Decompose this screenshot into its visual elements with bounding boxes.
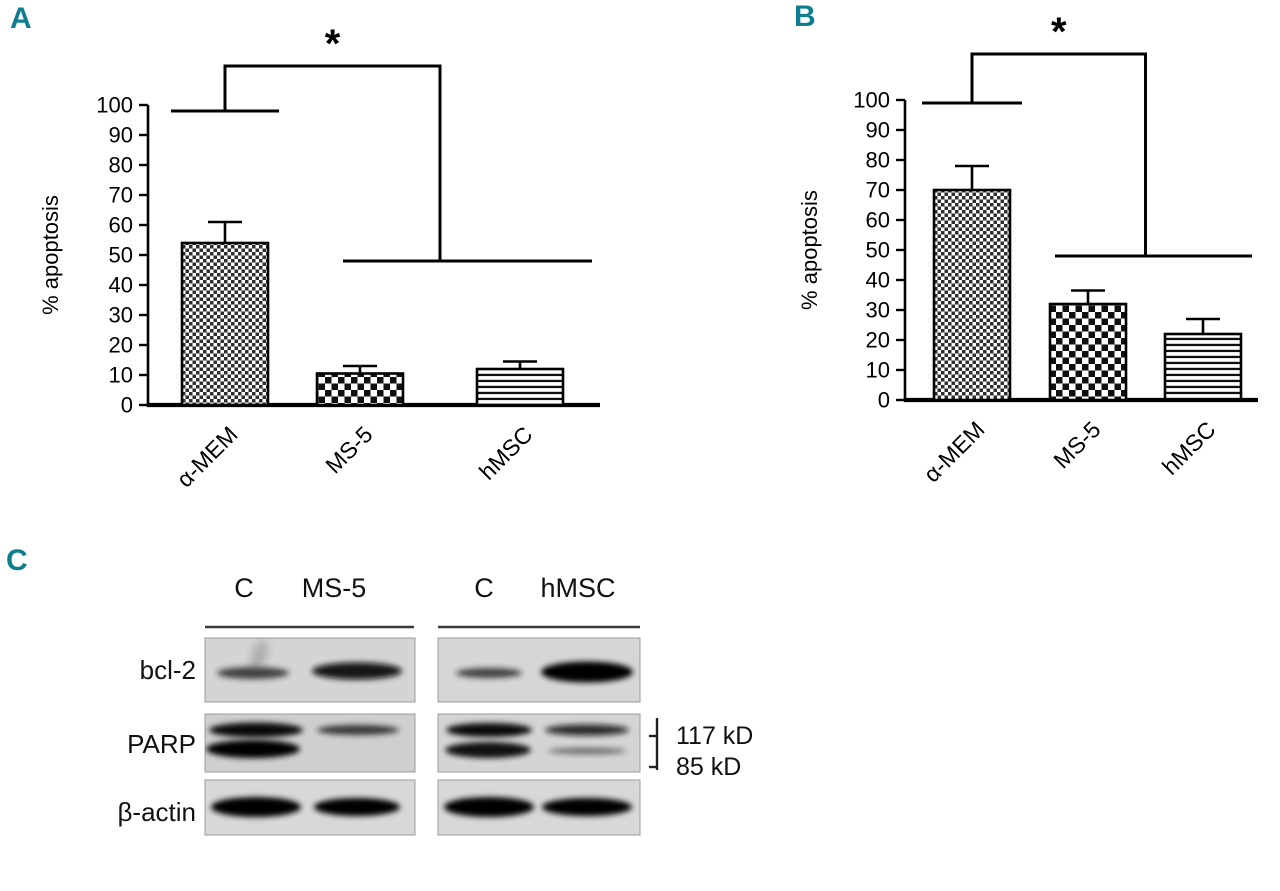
blot-band (211, 797, 301, 817)
lane-header-ms5: MS-5 (301, 573, 367, 603)
y-tick-label: 80 (866, 148, 890, 173)
blot-parp-group2-bands (445, 723, 629, 758)
panel-c-letter: C (6, 544, 28, 577)
bar-1 (1048, 302, 1128, 402)
y-tick-label: 40 (866, 268, 890, 293)
y-tick-label: 20 (109, 333, 133, 358)
panel-a-letter: A (10, 2, 32, 35)
bar-0 (180, 241, 270, 407)
bar-2 (1163, 332, 1243, 402)
blot-bcl2-group2-bands (456, 661, 633, 683)
blot-parp-group1-bands (206, 722, 399, 758)
bar-chart-panel-b: 0 10 20 30 40 50 60 70 80 90 100 % apoptosis α-MEM MS… (797, 10, 1258, 487)
size-marker-85: 85 kD (676, 753, 742, 781)
blot-bactin-group1-bands (211, 797, 400, 817)
blot-bactin-group2-bands (444, 797, 632, 817)
blot-band (445, 742, 531, 758)
blot-smear (250, 639, 268, 673)
blot-row-label-bcl2: bcl-2 (139, 655, 196, 685)
blot-band (446, 723, 532, 737)
size-marker-bracket (649, 718, 659, 770)
blot-band (206, 740, 300, 758)
bar-2 (475, 367, 565, 407)
western-blot-panel-c (204, 625, 659, 836)
bar-1 (315, 372, 405, 407)
y-tick-label: 60 (109, 213, 133, 238)
y-tick-label: 50 (866, 238, 890, 263)
y-tick-label: 10 (866, 358, 890, 383)
blot-band (542, 798, 632, 816)
blot-row-label-parp: PARP (127, 729, 196, 759)
blot-band (312, 662, 402, 680)
y-tick-label: 0 (878, 388, 890, 413)
blot-band (444, 797, 534, 817)
blot-band (317, 725, 399, 735)
bar-0 (932, 188, 1012, 402)
y-tick-label: 90 (866, 118, 890, 143)
y-axis-title: % apoptosis (797, 190, 822, 310)
y-axis-title: % apoptosis (38, 195, 63, 315)
blot-band (209, 722, 303, 738)
y-tick-label: 30 (866, 298, 890, 323)
x-category-label: α-MEM (918, 416, 989, 487)
x-category-label: hMSC (474, 421, 538, 485)
y-tick-label: 100 (96, 93, 133, 118)
y-tick-label: 40 (109, 273, 133, 298)
blot-band (314, 798, 400, 816)
lane-header-hmsc: hMSC (540, 573, 616, 603)
blot-row-label-bactin: β-actin (117, 797, 196, 827)
significance-asterisk: * (325, 22, 341, 66)
y-tick-label: 20 (866, 328, 890, 353)
y-tick-label: 0 (121, 393, 133, 418)
blot-bcl2-group1-bands (217, 639, 402, 680)
size-marker-117: 117 kD (676, 722, 754, 750)
y-tick-label: 10 (109, 363, 133, 388)
y-tick-label: 100 (853, 88, 890, 113)
x-category-label: MS-5 (320, 421, 377, 478)
blot-band (541, 661, 633, 683)
blot-band (548, 747, 626, 755)
y-tick-label: 30 (109, 303, 133, 328)
significance-asterisk: * (1051, 10, 1067, 54)
lane-header-c2: C (474, 573, 494, 603)
x-category-label: MS-5 (1048, 416, 1105, 473)
panel-b-letter: B (794, 0, 816, 33)
y-tick-label: 50 (109, 243, 133, 268)
y-tick-label: 70 (866, 178, 890, 203)
bar-chart-panel-a: 0 10 20 30 40 50 60 70 80 90 100 % apoptosis α-MEM MS… (38, 22, 600, 492)
y-tick-label: 60 (866, 208, 890, 233)
blot-band (456, 668, 522, 678)
y-tick-label: 70 (109, 183, 133, 208)
blot-band (545, 724, 629, 736)
y-tick-label: 90 (109, 123, 133, 148)
y-tick-label: 80 (109, 153, 133, 178)
lane-header-c1: C (234, 573, 254, 603)
blot-band (217, 667, 289, 679)
x-category-label: hMSC (1157, 416, 1221, 480)
x-category-label: α-MEM (171, 421, 242, 492)
